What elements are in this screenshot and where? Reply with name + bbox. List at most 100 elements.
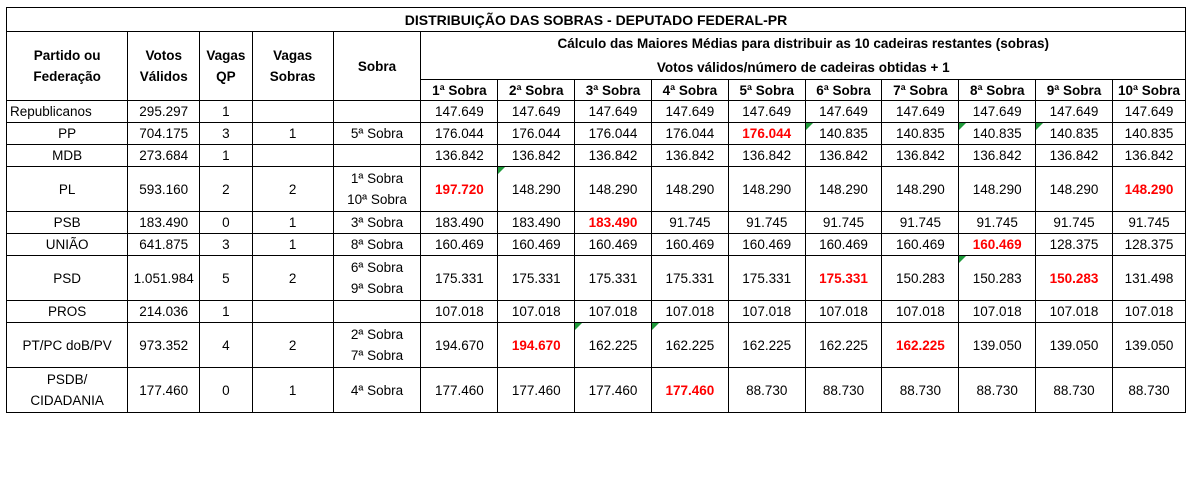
average-cell: 107.018 <box>1035 300 1113 323</box>
average-cell: 147.649 <box>497 100 576 123</box>
average-cell: 177.460 <box>497 367 576 413</box>
sobra-cell: 5ª Sobra <box>332 122 422 145</box>
average-cell: 175.331 <box>574 255 652 301</box>
average-cell: 176.044 <box>497 122 576 145</box>
vagas-sobras-cell: 2 <box>251 255 334 301</box>
average-cell: 160.469 <box>497 233 576 256</box>
party-cell: PSD <box>5 255 129 301</box>
average-cell: 136.842 <box>497 144 576 167</box>
average-cell: 150.283 <box>881 255 960 301</box>
average-cell: 91.745 <box>650 211 729 234</box>
votes-cell: 214.036 <box>127 300 201 323</box>
average-cell: 147.649 <box>881 100 960 123</box>
sobra-cell: 1ª Sobra 10ª Sobra <box>332 166 422 212</box>
average-cell: 160.469 <box>958 233 1037 256</box>
average-cell: 107.018 <box>881 300 960 323</box>
header-round-10: 10ª Sobra <box>1111 79 1187 101</box>
average-cell: 177.460 <box>420 367 499 413</box>
average-cell: 140.835 <box>881 122 960 145</box>
vagas-qp-cell: 3 <box>199 233 253 256</box>
vagas-qp-cell: 1 <box>199 300 253 323</box>
party-cell: PT/PC doB/PV <box>5 322 129 368</box>
average-cell: 176.044 <box>574 122 652 145</box>
average-cell: 136.842 <box>804 144 883 167</box>
average-cell: 88.730 <box>958 367 1037 413</box>
average-cell: 175.331 <box>804 255 883 301</box>
vagas-qp-cell: 0 <box>199 211 253 234</box>
header-sobra: Sobra <box>332 31 422 101</box>
table-row: PL 593.160 2 2 1ª Sobra 10ª Sobra 197.720 148.2… <box>5 166 1187 212</box>
vagas-sobras-cell: 2 <box>251 166 334 212</box>
vagas-sobras-cell <box>251 144 334 167</box>
header-vagas-sobras: Vagas Sobras <box>251 31 334 101</box>
header-round-6: 6ª Sobra <box>804 79 883 101</box>
header-round-2: 2ª Sobra <box>497 79 576 101</box>
average-cell: 136.842 <box>650 144 729 167</box>
party-cell: PP <box>5 122 129 145</box>
average-cell: 160.469 <box>804 233 883 256</box>
votes-cell: 183.490 <box>127 211 201 234</box>
average-cell: 147.649 <box>958 100 1037 123</box>
average-cell: 88.730 <box>1035 367 1113 413</box>
average-cell: 140.835 <box>804 122 883 145</box>
average-cell: 140.835 <box>1111 122 1187 145</box>
vagas-sobras-cell <box>251 300 334 323</box>
sobra-cell: 3ª Sobra <box>332 211 422 234</box>
average-cell: 147.649 <box>804 100 883 123</box>
vagas-sobras-cell: 1 <box>251 211 334 234</box>
average-cell: 197.720 <box>420 166 499 212</box>
average-cell: 162.225 <box>881 322 960 368</box>
average-cell: 148.290 <box>1035 166 1113 212</box>
header-round-1: 1ª Sobra <box>420 79 499 101</box>
party-cell: PSB <box>5 211 129 234</box>
table-row: PT/PC doB/PV 973.352 4 2 2ª Sobra 7ª Sobra 194… <box>5 322 1187 368</box>
vagas-qp-cell: 5 <box>199 255 253 301</box>
votes-cell: 295.297 <box>127 100 201 123</box>
average-cell: 160.469 <box>727 233 806 256</box>
header-round-5: 5ª Sobra <box>727 79 806 101</box>
average-cell: 160.469 <box>420 233 499 256</box>
average-cell: 139.050 <box>1111 322 1187 368</box>
sobra-cell <box>332 300 422 323</box>
party-cell: PL <box>5 166 129 212</box>
average-cell: 139.050 <box>1035 322 1113 368</box>
average-cell: 194.670 <box>497 322 576 368</box>
average-cell: 175.331 <box>650 255 729 301</box>
header-calc-line1: Cálculo das Maiores Médias para distribu… <box>420 31 1186 56</box>
average-cell: 147.649 <box>1111 100 1187 123</box>
average-cell: 148.290 <box>1111 166 1187 212</box>
average-cell: 107.018 <box>420 300 499 323</box>
average-cell: 147.649 <box>1035 100 1113 123</box>
average-cell: 147.649 <box>650 100 729 123</box>
sobra-cell <box>332 100 422 123</box>
header-round-4: 4ª Sobra <box>650 79 729 101</box>
average-cell: 107.018 <box>727 300 806 323</box>
average-cell: 107.018 <box>650 300 729 323</box>
vagas-qp-cell: 1 <box>199 100 253 123</box>
table-row: PSB 183.490 0 1 3ª Sobra 183.490 183.490 183.49… <box>5 211 1187 234</box>
average-cell: 136.842 <box>1111 144 1187 167</box>
vagas-sobras-cell: 1 <box>251 233 334 256</box>
average-cell: 160.469 <box>574 233 652 256</box>
average-cell: 91.745 <box>958 211 1037 234</box>
vagas-qp-cell: 0 <box>199 367 253 413</box>
average-cell: 128.375 <box>1111 233 1187 256</box>
table-row: PSDB/CIDADANIA 177.460 0 1 4ª Sobra 177.460 17… <box>5 367 1187 413</box>
party-cell: UNIÃO <box>5 233 129 256</box>
votes-cell: 593.160 <box>127 166 201 212</box>
votes-cell: 641.875 <box>127 233 201 256</box>
sobra-cell: 4ª Sobra <box>332 367 422 413</box>
average-cell: 91.745 <box>804 211 883 234</box>
average-cell: 162.225 <box>804 322 883 368</box>
table-row: PROS 214.036 1 107.018 107.018 107.018 107.018… <box>5 300 1187 323</box>
average-cell: 136.842 <box>1035 144 1113 167</box>
header-votos: Votos Válidos <box>127 31 201 101</box>
vagas-qp-cell: 3 <box>199 122 253 145</box>
average-cell: 136.842 <box>727 144 806 167</box>
average-cell: 139.050 <box>958 322 1037 368</box>
vagas-sobras-cell: 1 <box>251 122 334 145</box>
average-cell: 140.835 <box>958 122 1037 145</box>
average-cell: 176.044 <box>650 122 729 145</box>
average-cell: 88.730 <box>1111 367 1187 413</box>
average-cell: 150.283 <box>958 255 1037 301</box>
